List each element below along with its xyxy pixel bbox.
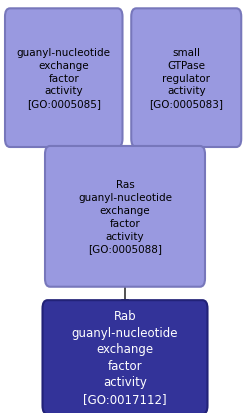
Text: small
GTPase
regulator
activity
[GO:0005083]: small GTPase regulator activity [GO:0005… (149, 48, 223, 109)
Text: Ras
guanyl-nucleotide
exchange
factor
activity
[GO:0005088]: Ras guanyl-nucleotide exchange factor ac… (78, 180, 172, 254)
Text: Rab
guanyl-nucleotide
exchange
factor
activity
[GO:0017112]: Rab guanyl-nucleotide exchange factor ac… (72, 310, 178, 405)
Text: guanyl-nucleotide
exchange
factor
activity
[GO:0005085]: guanyl-nucleotide exchange factor activi… (17, 48, 111, 109)
FancyBboxPatch shape (5, 9, 122, 147)
FancyBboxPatch shape (42, 301, 207, 413)
FancyBboxPatch shape (131, 9, 241, 147)
FancyBboxPatch shape (45, 147, 205, 287)
